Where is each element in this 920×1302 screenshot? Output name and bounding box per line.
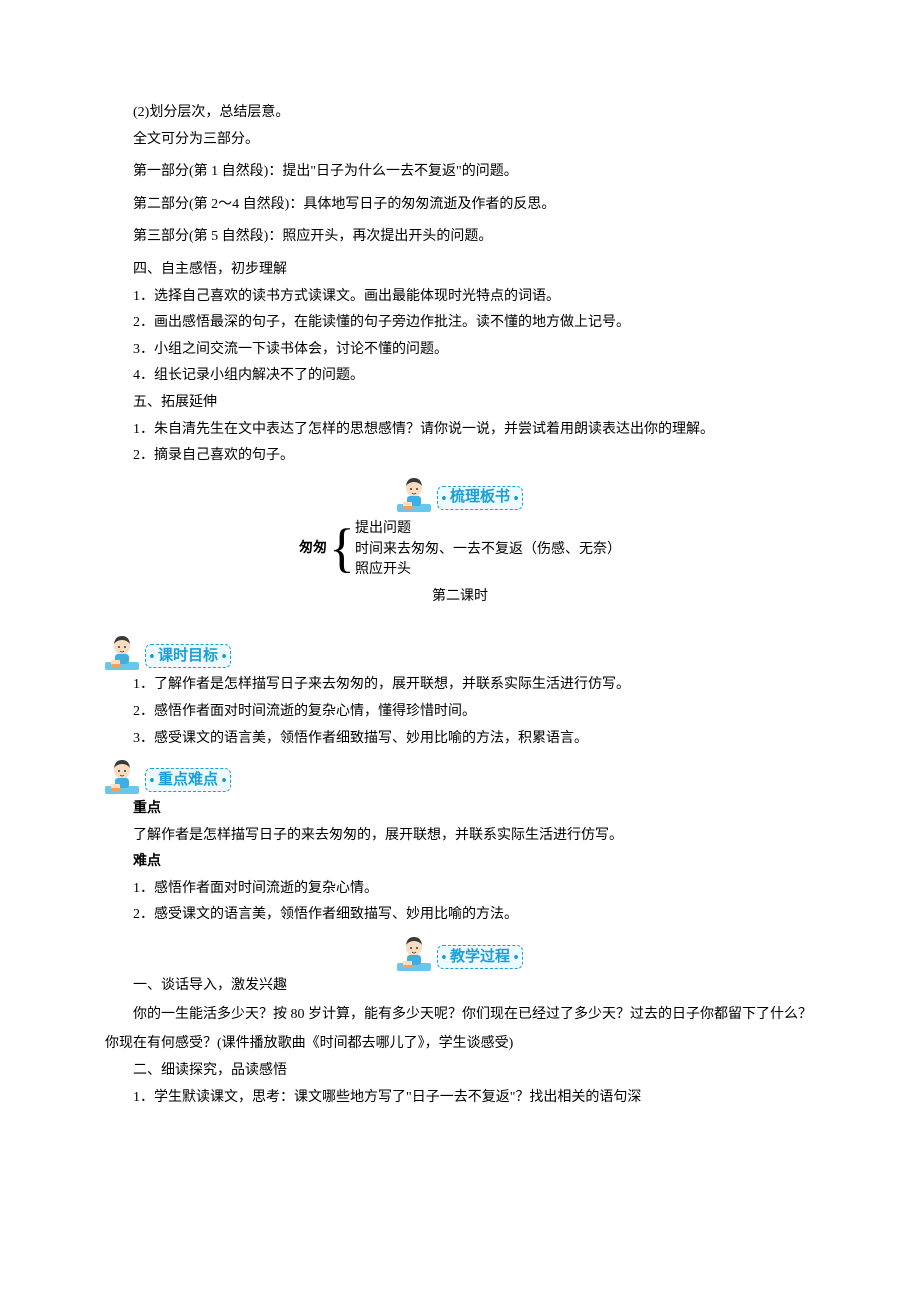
document-page: (2)划分层次，总结层意。 全文可分为三部分。 第一部分(第 1 自然段)：提出…: [0, 0, 920, 1302]
section-2-heading: 二、细读探究，品读感悟: [105, 1058, 815, 1085]
paragraph: (2)划分层次，总结层意。: [105, 100, 815, 127]
pill-heading-process: 教学过程: [105, 933, 815, 971]
pill-label: 梳理板书: [437, 486, 523, 510]
pill-heading-keypoints: 重点难点: [105, 756, 815, 794]
boy-reading-icon: [105, 632, 139, 670]
pill-label: 教学过程: [437, 945, 523, 969]
paragraph: 1．学生默读课文，思考：课文哪些地方写了"日子一去不复返"？找出相关的语句深: [105, 1085, 815, 1112]
list-item: 2．摘录自己喜欢的句子。: [105, 443, 815, 470]
board-summary: 匆匆 { 提出问题 时间来去匆匆、一去不复返（伤感、无奈） 照应开头: [105, 518, 815, 582]
paragraph: 第二部分(第 2～4 自然段)：具体地写日子的匆匆流逝及作者的反思。: [105, 192, 815, 219]
list-item: 1．朱自清先生在文中表达了怎样的思想感情？请你说一说，并尝试着用朗读表达出你的理…: [105, 417, 815, 444]
list-item: 4．组长记录小组内解决不了的问题。: [105, 363, 815, 390]
boy-reading-icon: [397, 474, 431, 512]
boy-reading-icon: [397, 933, 431, 971]
pill-heading-objectives: 课时目标: [105, 632, 815, 670]
paragraph: 了解作者是怎样描写日子的来去匆匆的，展开联想，并联系实际生活进行仿写。: [105, 823, 815, 850]
list-item: 3．小组之间交流一下读书体会，讨论不懂的问题。: [105, 337, 815, 364]
summary-line: 时间来去匆匆、一去不复返（伤感、无奈）: [355, 540, 621, 560]
lesson-2-title: 第二课时: [105, 584, 815, 611]
summary-title: 匆匆: [299, 536, 329, 563]
summary-line: 照应开头: [355, 560, 621, 580]
brace-icon: {: [329, 518, 355, 582]
list-item: 1．感悟作者面对时间流逝的复杂心情。: [105, 876, 815, 903]
subheading-key: 重点: [105, 796, 815, 823]
section-heading-5: 五、拓展延伸: [105, 390, 815, 417]
boy-reading-icon: [105, 756, 139, 794]
list-item: 2．感悟作者面对时间流逝的复杂心情，懂得珍惜时间。: [105, 699, 815, 726]
list-item: 3．感受课文的语言美，领悟作者细致描写、妙用比喻的方法，积累语言。: [105, 726, 815, 753]
paragraph: 你的一生能活多少天？按 80 岁计算，能有多少天呢？你们现在已经过了多少天？过去…: [105, 1000, 815, 1059]
list-item: 2．感受课文的语言美，领悟作者细致描写、妙用比喻的方法。: [105, 902, 815, 929]
paragraph: 全文可分为三部分。: [105, 127, 815, 154]
pill-label: 课时目标: [145, 644, 231, 668]
list-item: 1．了解作者是怎样描写日子来去匆匆的，展开联想，并联系实际生活进行仿写。: [105, 672, 815, 699]
paragraph: 第三部分(第 5 自然段)：照应开头，再次提出开头的问题。: [105, 224, 815, 251]
section-1-heading: 一、谈话导入，激发兴趣: [105, 973, 815, 1000]
list-item: 2．画出感悟最深的句子，在能读懂的句子旁边作批注。读不懂的地方做上记号。: [105, 310, 815, 337]
pill-label: 重点难点: [145, 768, 231, 792]
list-item: 1．选择自己喜欢的读书方式读课文。画出最能体现时光特点的词语。: [105, 284, 815, 311]
summary-line: 提出问题: [355, 519, 621, 539]
pill-heading-board: 梳理板书: [105, 474, 815, 512]
summary-lines: 提出问题 时间来去匆匆、一去不复返（伤感、无奈） 照应开头: [355, 518, 621, 582]
paragraph: 第一部分(第 1 自然段)：提出"日子为什么一去不复返"的问题。: [105, 159, 815, 186]
section-heading-4: 四、自主感悟，初步理解: [105, 257, 815, 284]
subheading-difficult: 难点: [105, 849, 815, 876]
